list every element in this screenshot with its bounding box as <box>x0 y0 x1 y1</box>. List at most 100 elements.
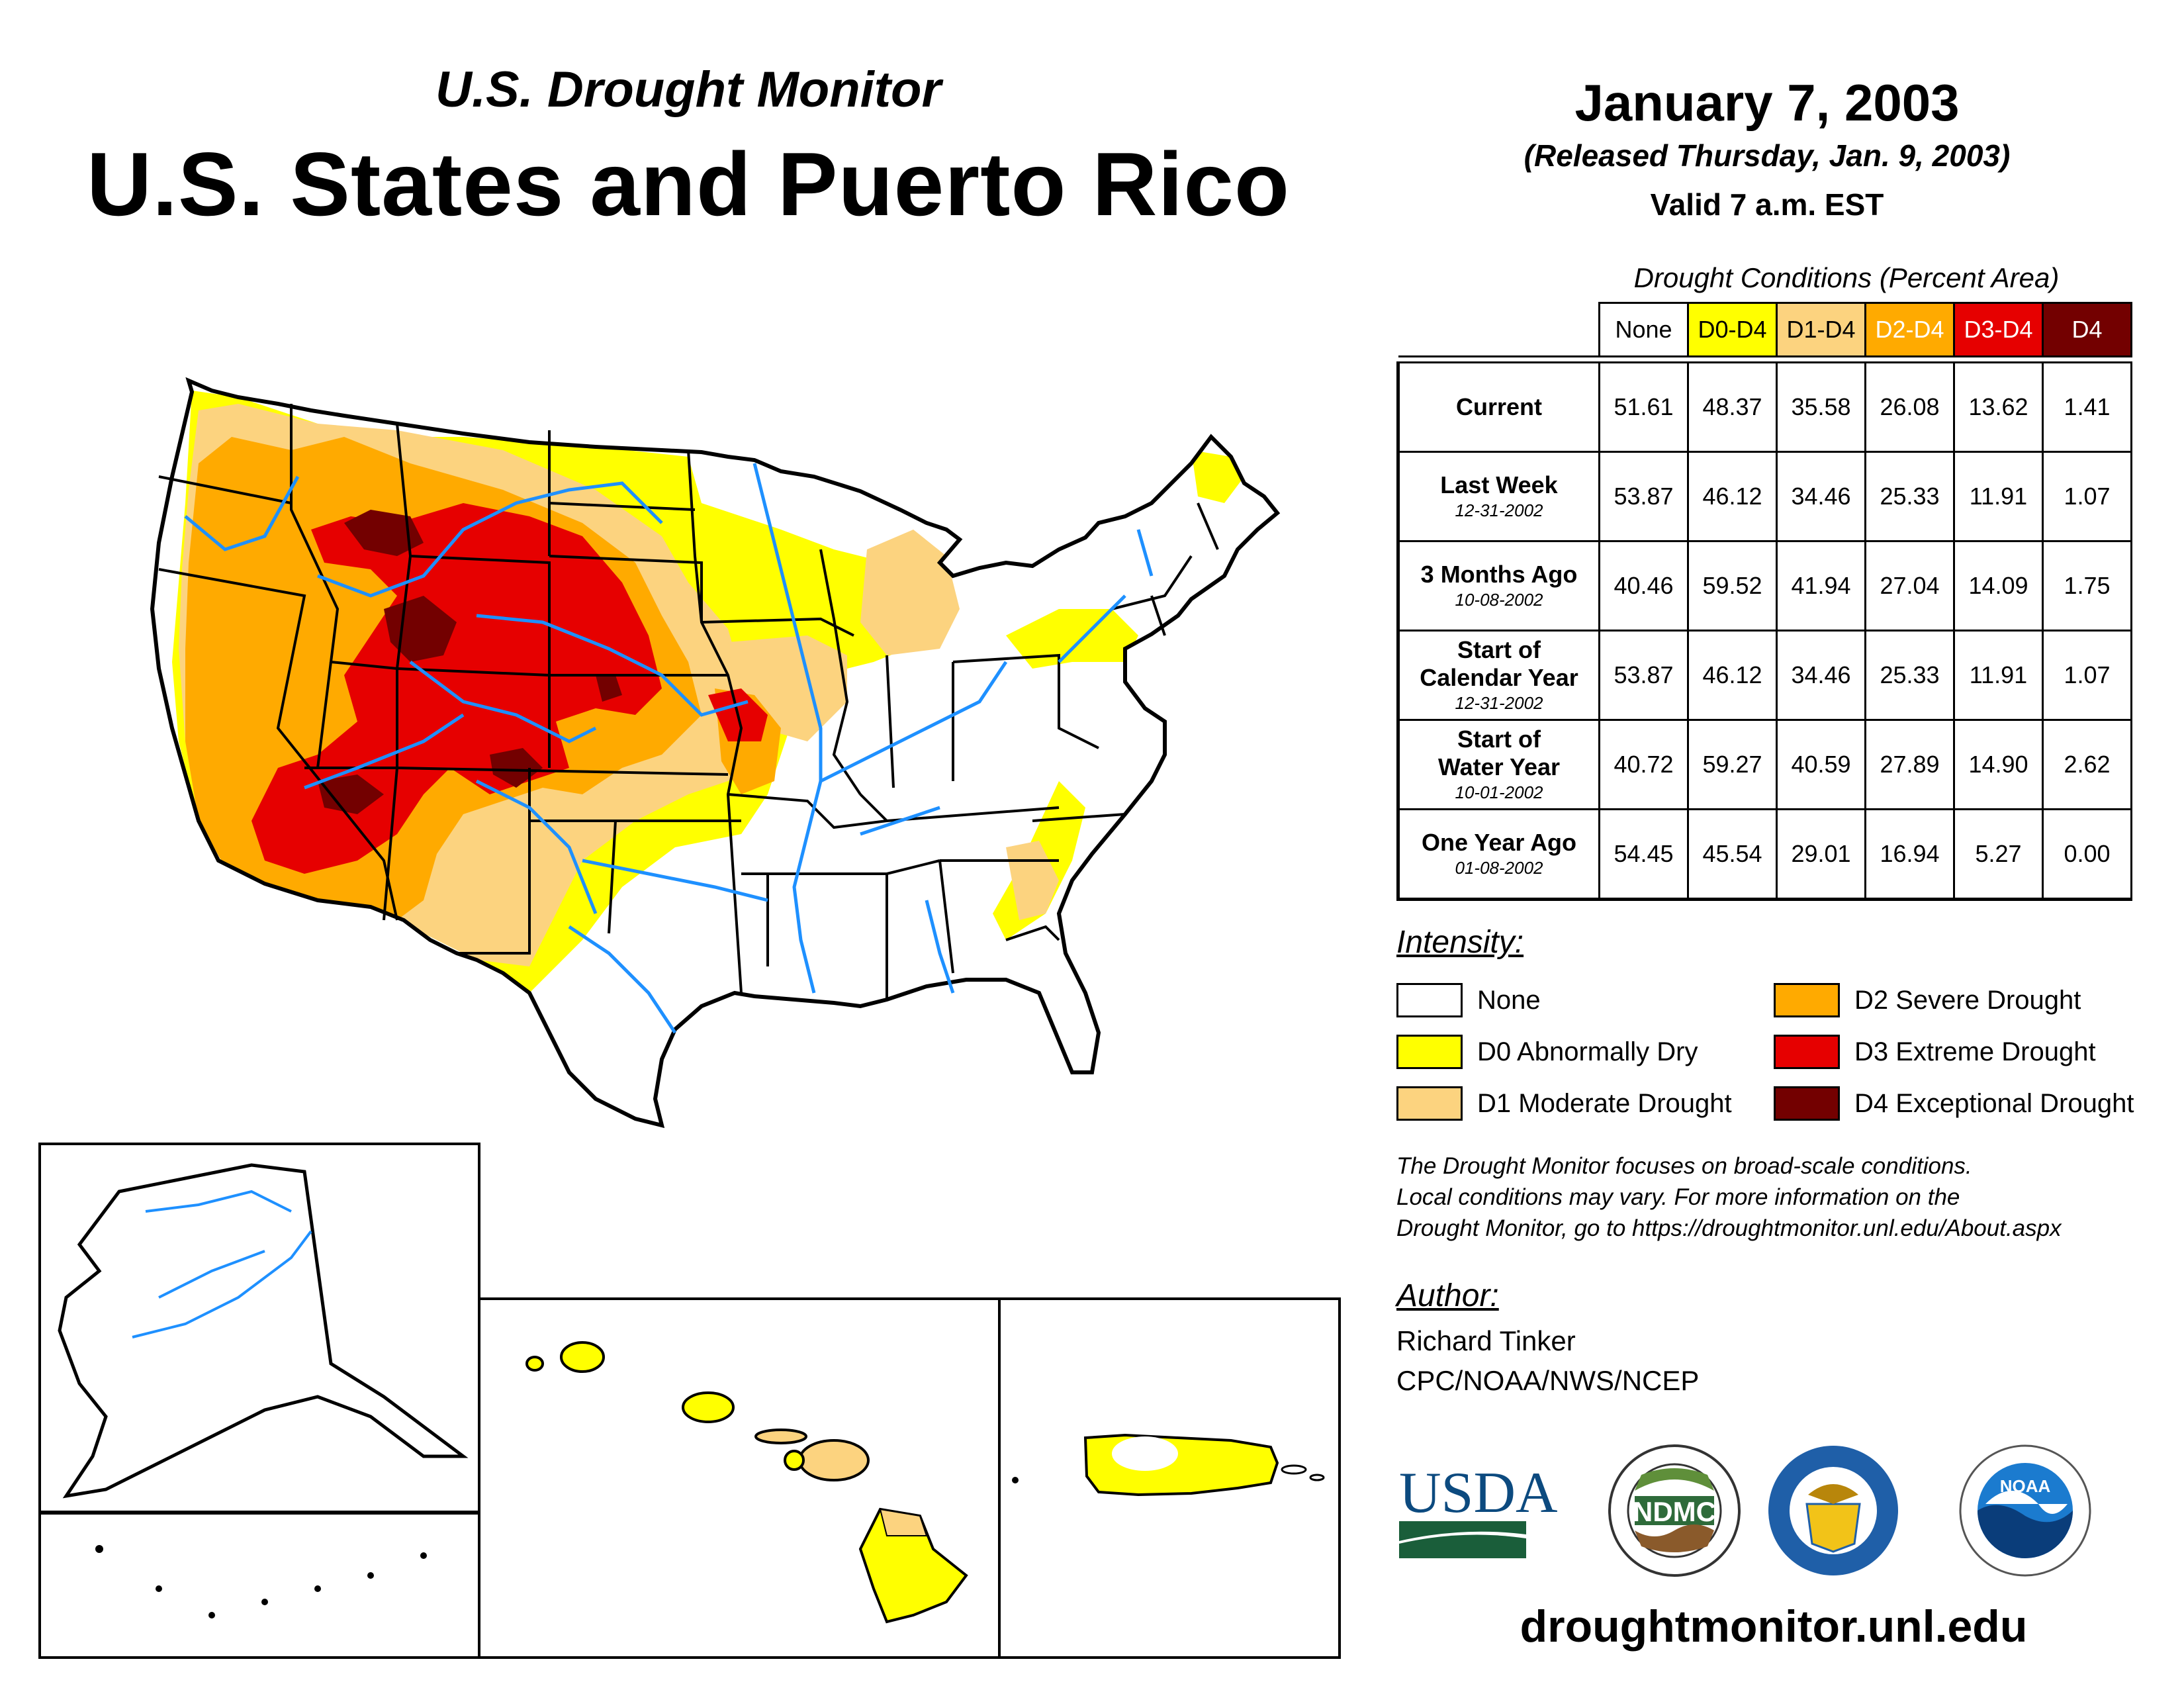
map-title: U.S. States and Puerto Rico <box>86 134 1291 234</box>
commerce-logo <box>1768 1446 1898 1575</box>
row-label-line: 3 Months Ago <box>1420 561 1578 588</box>
legend-item: None <box>1396 982 1541 1018</box>
state-borders <box>150 377 1281 1129</box>
d4-area-arizona <box>318 774 384 814</box>
column-header: D3-D4 <box>1953 302 2044 357</box>
legend-label: D2 Severe Drought <box>1854 985 2081 1015</box>
gap-cell <box>2042 355 2132 363</box>
svg-text:USDA: USDA <box>1399 1461 1558 1525</box>
value-cell: 59.52 <box>1687 540 1778 632</box>
column-header: D1-D4 <box>1776 302 1866 357</box>
svg-text:NDMC: NDMC <box>1633 1496 1716 1527</box>
legend-item: D1 Moderate Drought <box>1396 1086 1732 1121</box>
row-label-line: Start of <box>1457 636 1541 663</box>
value-cell: 11.91 <box>1953 630 2044 721</box>
legend-swatch <box>1774 1086 1840 1121</box>
ndmc-logo: NDMC <box>1608 1444 1741 1577</box>
row-label-line: Start of <box>1457 726 1541 753</box>
value-cell: 53.87 <box>1598 451 1689 542</box>
drought-conditions-table: None D0-D4 D1-D4 D2-D4 D3-D4 D4 Current 51.61 4… <box>1396 302 2132 901</box>
gap-cell <box>1954 355 2043 363</box>
author-organization: CPC/NOAA/NWS/NCEP <box>1396 1365 1700 1396</box>
row-date: 10-08-2002 <box>1455 590 1543 610</box>
note-line-3: Drought Monitor, go to https://droughtmo… <box>1396 1215 2062 1241</box>
column-header: D4 <box>2042 302 2132 357</box>
d1-area-michigan <box>860 530 960 655</box>
gap-cell <box>1599 355 1688 363</box>
value-cell: 46.12 <box>1687 630 1778 721</box>
legend-label: D3 Extreme Drought <box>1854 1037 2096 1066</box>
valid-time: Valid 7 a.m. EST <box>1650 187 1884 222</box>
table-row: Last Week 12-31-2002 53.87 46.12 34.46 25.33 1… <box>1396 451 2132 542</box>
d4-area-nebraska <box>596 675 622 702</box>
value-cell: 40.72 <box>1598 719 1689 810</box>
row-date: 12-31-2002 <box>1455 693 1543 713</box>
legend-swatch <box>1396 1035 1463 1069</box>
hawaii-islands <box>525 1341 968 1624</box>
value-cell: 34.46 <box>1776 630 1866 721</box>
map-subtitle: U.S. Drought Monitor <box>435 62 942 118</box>
value-cell: 59.27 <box>1687 719 1778 810</box>
legend-label: D0 Abnormally Dry <box>1477 1037 1698 1066</box>
note-line-2: Local conditions may vary. For more info… <box>1396 1184 1960 1210</box>
legend-label: None <box>1477 985 1541 1015</box>
value-cell: 2.62 <box>2042 719 2132 810</box>
row-label: One Year Ago 01-08-2002 <box>1396 808 1600 901</box>
column-header: D0-D4 <box>1687 302 1778 357</box>
value-cell: 51.61 <box>1598 361 1689 453</box>
row-label-line: Water Year <box>1437 753 1561 780</box>
value-cell: 40.59 <box>1776 719 1866 810</box>
author-heading: Author: <box>1396 1278 1499 1313</box>
row-label: Start of Water Year 10-01-2002 <box>1396 719 1600 810</box>
gap-cell <box>1776 355 1866 363</box>
table-row: Start of Water Year 10-01-2002 40.72 59.27 40… <box>1396 719 2132 810</box>
table-caption: Drought Conditions (Percent Area) <box>1633 262 2060 293</box>
gap-cell <box>1865 355 1954 363</box>
value-cell: 13.62 <box>1953 361 2044 453</box>
value-cell: 1.07 <box>2042 451 2132 542</box>
table-row: Current 51.61 48.37 35.58 26.08 13.62 1.41 <box>1396 361 2132 453</box>
row-date: 12-31-2002 <box>1455 500 1543 520</box>
website-url[interactable]: droughtmonitor.unl.edu <box>1520 1601 2028 1652</box>
legend-item: D0 Abnormally Dry <box>1396 1034 1698 1070</box>
row-label-line: Last Week <box>1440 471 1558 498</box>
value-cell: 41.94 <box>1776 540 1866 632</box>
gap-cell <box>1688 355 1777 363</box>
value-cell: 14.90 <box>1953 719 2044 810</box>
row-label: Start of Calendar Year 12-31-2002 <box>1396 630 1600 721</box>
d0-area-maine <box>1191 450 1244 503</box>
value-cell: 26.08 <box>1864 361 1955 453</box>
row-label: Last Week 12-31-2002 <box>1396 451 1600 542</box>
legend-swatch <box>1774 983 1840 1017</box>
release-date: (Released Thursday, Jan. 9, 2003) <box>1524 138 2011 173</box>
value-cell: 5.27 <box>1953 808 2044 901</box>
value-cell: 48.37 <box>1687 361 1778 453</box>
value-cell: 27.04 <box>1864 540 1955 632</box>
value-cell: 53.87 <box>1598 630 1689 721</box>
value-cell: 25.33 <box>1864 451 1955 542</box>
puerto-rico-land <box>1083 1433 1279 1497</box>
value-cell: 14.09 <box>1953 540 2044 632</box>
value-cell: 0.00 <box>2042 808 2132 901</box>
row-label-line: Current <box>1455 393 1542 420</box>
drought-map <box>38 377 1341 1659</box>
value-cell: 34.46 <box>1776 451 1866 542</box>
noaa-logo: NOAA <box>1959 1444 2091 1577</box>
map-date: January 7, 2003 <box>1574 73 1960 132</box>
legend-swatch <box>1396 983 1463 1017</box>
legend-swatch <box>1774 1035 1840 1069</box>
author-name: Richard Tinker <box>1396 1325 1576 1356</box>
legend-item: D4 Exceptional Drought <box>1774 1086 2134 1121</box>
legend-swatch <box>1396 1086 1463 1121</box>
table-row: Start of Calendar Year 12-31-2002 53.87 46.1… <box>1396 630 2132 721</box>
row-label-line: One Year Ago <box>1421 829 1577 856</box>
gap-cell <box>1398 355 1600 363</box>
header-blank <box>1398 303 1600 357</box>
row-date: 01-08-2002 <box>1455 858 1543 878</box>
drought-areas <box>172 391 1244 993</box>
column-header: D2-D4 <box>1864 302 1955 357</box>
value-cell: 29.01 <box>1776 808 1866 901</box>
value-cell: 27.89 <box>1864 719 1955 810</box>
table-gap <box>1398 355 2132 363</box>
rivers <box>184 463 1154 1034</box>
